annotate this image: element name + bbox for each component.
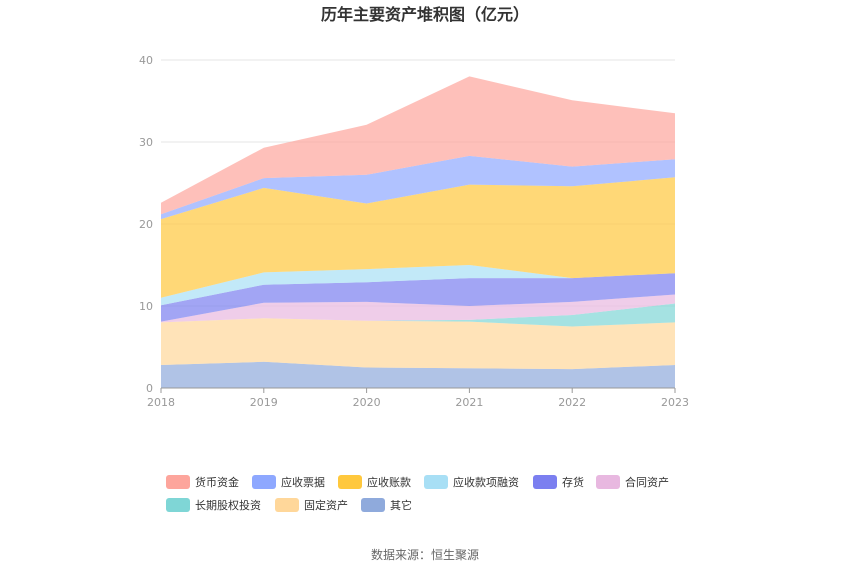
legend-swatch [338,475,362,489]
area-series [161,177,675,298]
legend-item[interactable]: 合同资产 [596,475,669,489]
area-series [161,318,675,370]
chart-title: 历年主要资产堆积图（亿元） [321,5,529,24]
legend-item[interactable]: 长期股权投资 [166,498,261,512]
x-tick-label: 2019 [250,396,278,409]
legend-label: 固定资产 [304,498,348,512]
area-series [161,76,675,215]
legend-label: 合同资产 [625,475,669,489]
legend-item[interactable]: 固定资产 [275,498,348,512]
legend-label: 应收票据 [281,475,325,489]
source-note: 数据来源：恒生聚源 [371,547,479,562]
y-tick-label: 10 [139,300,153,313]
legend-swatch [275,498,299,512]
legend-item[interactable]: 其它 [361,498,412,512]
area-series [161,303,675,327]
legend-item[interactable]: 应收票据 [252,475,325,489]
legend-label: 其它 [390,498,412,512]
area-series [161,294,675,323]
x-tick-label: 2023 [661,396,689,409]
series-areas [161,76,675,388]
legend-swatch [596,475,620,489]
y-tick-label: 40 [139,54,153,67]
legend-label: 货币资金 [195,475,239,489]
legend-item[interactable]: 货币资金 [166,475,239,489]
legend-swatch [361,498,385,512]
area-series [161,273,675,322]
x-tick-label: 2022 [558,396,586,409]
area-series [161,155,675,220]
legend-label: 存货 [562,475,584,489]
x-tick-label: 2018 [147,396,175,409]
x-tick-label: 2021 [455,396,483,409]
legend-item[interactable]: 应收账款 [338,475,411,489]
legend-swatch [166,498,190,512]
legend-swatch [252,475,276,489]
area-series [161,361,675,388]
legend-item[interactable]: 存货 [533,475,584,489]
legend-swatch [166,475,190,489]
legend-item[interactable]: 应收款项融资 [424,475,519,489]
y-tick-label: 0 [146,382,153,395]
y-tick-label: 20 [139,218,153,231]
x-tick-label: 2020 [353,396,381,409]
axes: 0 10 20 30 40 2018 2019 2020 2021 2022 2023 [139,54,689,409]
area-series [161,265,675,306]
y-tick-label: 30 [139,136,153,149]
legend-label: 应收账款 [367,475,411,489]
legend-swatch [424,475,448,489]
legend-swatch [533,475,557,489]
legend-label: 应收款项融资 [453,475,519,489]
legend-label: 长期股权投资 [195,498,261,512]
